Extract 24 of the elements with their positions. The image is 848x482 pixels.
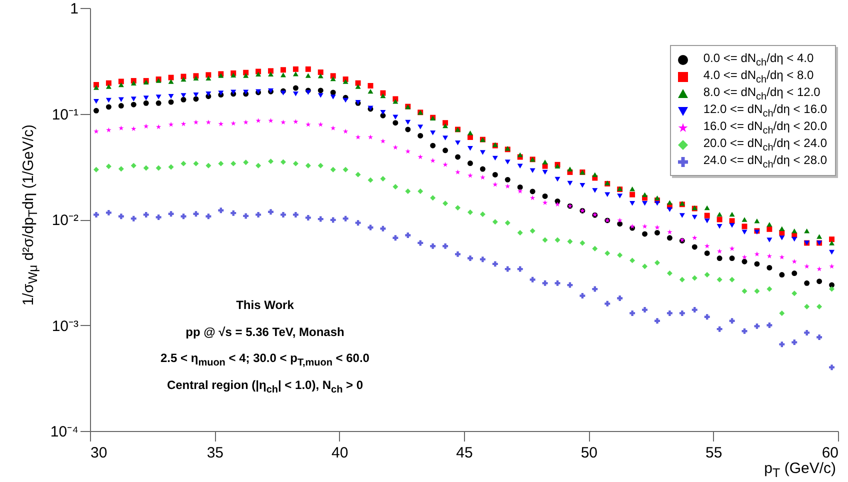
legend-label: 16.0 <= dN$_{ch}$/dη < 20.0 (703, 118, 827, 136)
x-tick-label: 45 (456, 444, 473, 462)
annotation: pp @ √s = 5.36 TeV, Monash (184, 324, 346, 338)
x-axis-title: p$_{T}$ (GeV/c) (764, 460, 836, 480)
x-tick-label: 60 (822, 444, 838, 462)
annotation: 2.5 < η$_{muon}$ < 4; 30.0 < p$_{T,muon}$ < 60.0 (160, 351, 370, 368)
x-tick-label: 50 (580, 444, 598, 462)
x-tick-label: 55 (705, 444, 722, 462)
legend-label: 12.0 <= dN$_{ch}$/dη < 16.0 (703, 102, 827, 120)
x-tick-label: 35 (206, 444, 224, 462)
legend-label: 4.0 <= dN$_{ch}$/dη < 8.0 (703, 68, 814, 86)
legend-label: 0.0 <= dN$_{ch}$/dη < 4.0 (703, 50, 814, 68)
x-tick-label: 30 (90, 444, 108, 462)
x-tick-label: 40 (331, 444, 348, 462)
y-tick-label: 10⁻³ (52, 318, 78, 335)
y-tick-label: 10⁻⁴ (50, 424, 78, 440)
legend-label: 8.0 <= dN$_{ch}$/dη < 12.0 (703, 84, 820, 102)
y-tick-label: 10⁻² (52, 212, 78, 229)
legend-label: 24.0 <= dN$_{ch}$/dη < 28.0 (703, 152, 827, 170)
legend-label: 20.0 <= dN$_{ch}$/dη < 24.0 (703, 136, 827, 154)
y-tick-label: 10⁻¹ (52, 106, 78, 124)
annotation: Central region (|η$_{ch}$| < 1.0), N$_{ch}$ > 0 (166, 378, 364, 395)
annotation: This Work (235, 298, 295, 312)
y-tick-label: 1 (70, 0, 78, 18)
